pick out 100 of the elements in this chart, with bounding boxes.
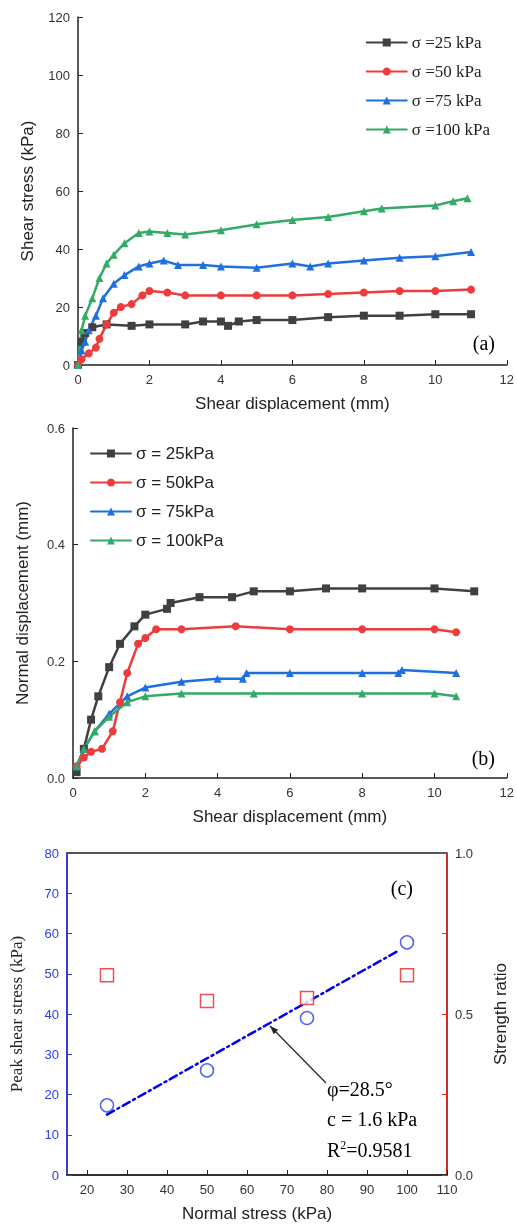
point: [181, 320, 190, 329]
x-tick-label: 6: [286, 785, 294, 800]
y-tick-label: 80: [44, 845, 59, 861]
point: [116, 698, 124, 707]
point: [134, 639, 143, 648]
point: [395, 311, 404, 320]
x-tick-label: 50: [199, 1182, 215, 1197]
point: [238, 674, 247, 683]
point: [116, 303, 125, 311]
point: [177, 677, 186, 686]
point: [174, 260, 183, 269]
point: [395, 253, 404, 262]
point: [108, 727, 117, 736]
x-tick-label: 60: [239, 1182, 255, 1197]
y-tick-label: 0.4: [46, 537, 65, 553]
x-tick-label: 40: [159, 1182, 175, 1197]
point: [152, 625, 161, 634]
x-axis-title: Shear displacement (mm): [195, 394, 390, 413]
legend-label: σ =100 kPa: [411, 120, 491, 139]
point: [213, 674, 222, 683]
point: [145, 287, 154, 296]
point: [430, 689, 439, 698]
y-tick-label: 0: [62, 357, 70, 373]
point: [91, 343, 100, 352]
point: [77, 355, 86, 364]
point: [234, 317, 243, 326]
point: [141, 634, 150, 642]
point: [452, 669, 461, 677]
point: [127, 321, 136, 330]
point: [324, 213, 333, 222]
point: [77, 326, 86, 335]
point: [120, 271, 129, 280]
point: [115, 639, 124, 648]
point: [95, 274, 104, 282]
point: [77, 346, 86, 355]
point: [431, 201, 440, 210]
x-axis-title: Normal stress (kPa): [181, 1204, 333, 1223]
point: [166, 599, 175, 607]
point: [395, 287, 404, 296]
point: [145, 259, 154, 268]
x-tick-label: 110: [436, 1182, 458, 1197]
point: [99, 294, 108, 303]
point: [159, 256, 168, 265]
point: [285, 669, 294, 677]
annotation: (c): [390, 877, 414, 900]
point: [358, 625, 367, 634]
x-tick-label: 4: [213, 785, 222, 800]
point: [97, 744, 106, 753]
legend-label: σ = 25kPa: [136, 444, 215, 463]
point: [452, 628, 461, 637]
y-tick-label: 0: [51, 1167, 59, 1183]
point: [242, 669, 251, 677]
y-tick-label: 0.2: [46, 653, 65, 669]
x-tick-label: 80: [319, 1182, 335, 1197]
x-axis-title: Shear displacement (mm): [192, 807, 388, 826]
annotation: φ=28.5°: [327, 1077, 393, 1101]
point: [322, 584, 331, 593]
point: [181, 291, 190, 300]
point: [199, 993, 215, 1009]
point: [252, 291, 261, 300]
point: [199, 260, 208, 269]
point: [431, 287, 440, 296]
legend-label: σ = 50kPa: [136, 473, 215, 492]
point: [288, 259, 297, 268]
x-tick-label: 100: [396, 1182, 418, 1197]
point: [99, 968, 115, 983]
y-tick-label: 60: [55, 183, 70, 199]
point: [177, 625, 186, 634]
y-tick-label: 40: [44, 1006, 59, 1022]
point: [359, 311, 368, 320]
point: [102, 259, 111, 268]
y-tick-label: 20: [55, 299, 70, 315]
y-tick-label: 0.6: [46, 420, 65, 436]
point: [288, 291, 297, 300]
legend-label: σ =25 kPa: [411, 33, 482, 52]
point: [324, 313, 333, 322]
point: [288, 216, 297, 224]
point: [299, 1010, 315, 1026]
point: [288, 316, 297, 325]
legend-label: σ =50 kPa: [411, 62, 482, 81]
point: [87, 715, 96, 724]
point: [463, 194, 472, 203]
point: [127, 300, 136, 309]
point: [358, 584, 367, 593]
x-tick-label: 10: [427, 785, 442, 800]
y-tick-label: 100: [48, 67, 70, 83]
point: [81, 311, 90, 320]
point: [231, 622, 240, 631]
legend-label: σ = 75kPa: [136, 502, 215, 521]
point: [120, 239, 129, 248]
y-tick-label: 0.0: [46, 770, 65, 786]
point: [130, 622, 139, 631]
x-tick-label: 70: [279, 1182, 295, 1197]
y-tick-label: 30: [44, 1046, 59, 1062]
point: [467, 247, 476, 256]
y-tick-label: 80: [55, 125, 70, 141]
point: [285, 587, 294, 596]
x-tick-label: 0: [74, 372, 82, 387]
point: [358, 669, 367, 677]
point: [216, 317, 225, 326]
